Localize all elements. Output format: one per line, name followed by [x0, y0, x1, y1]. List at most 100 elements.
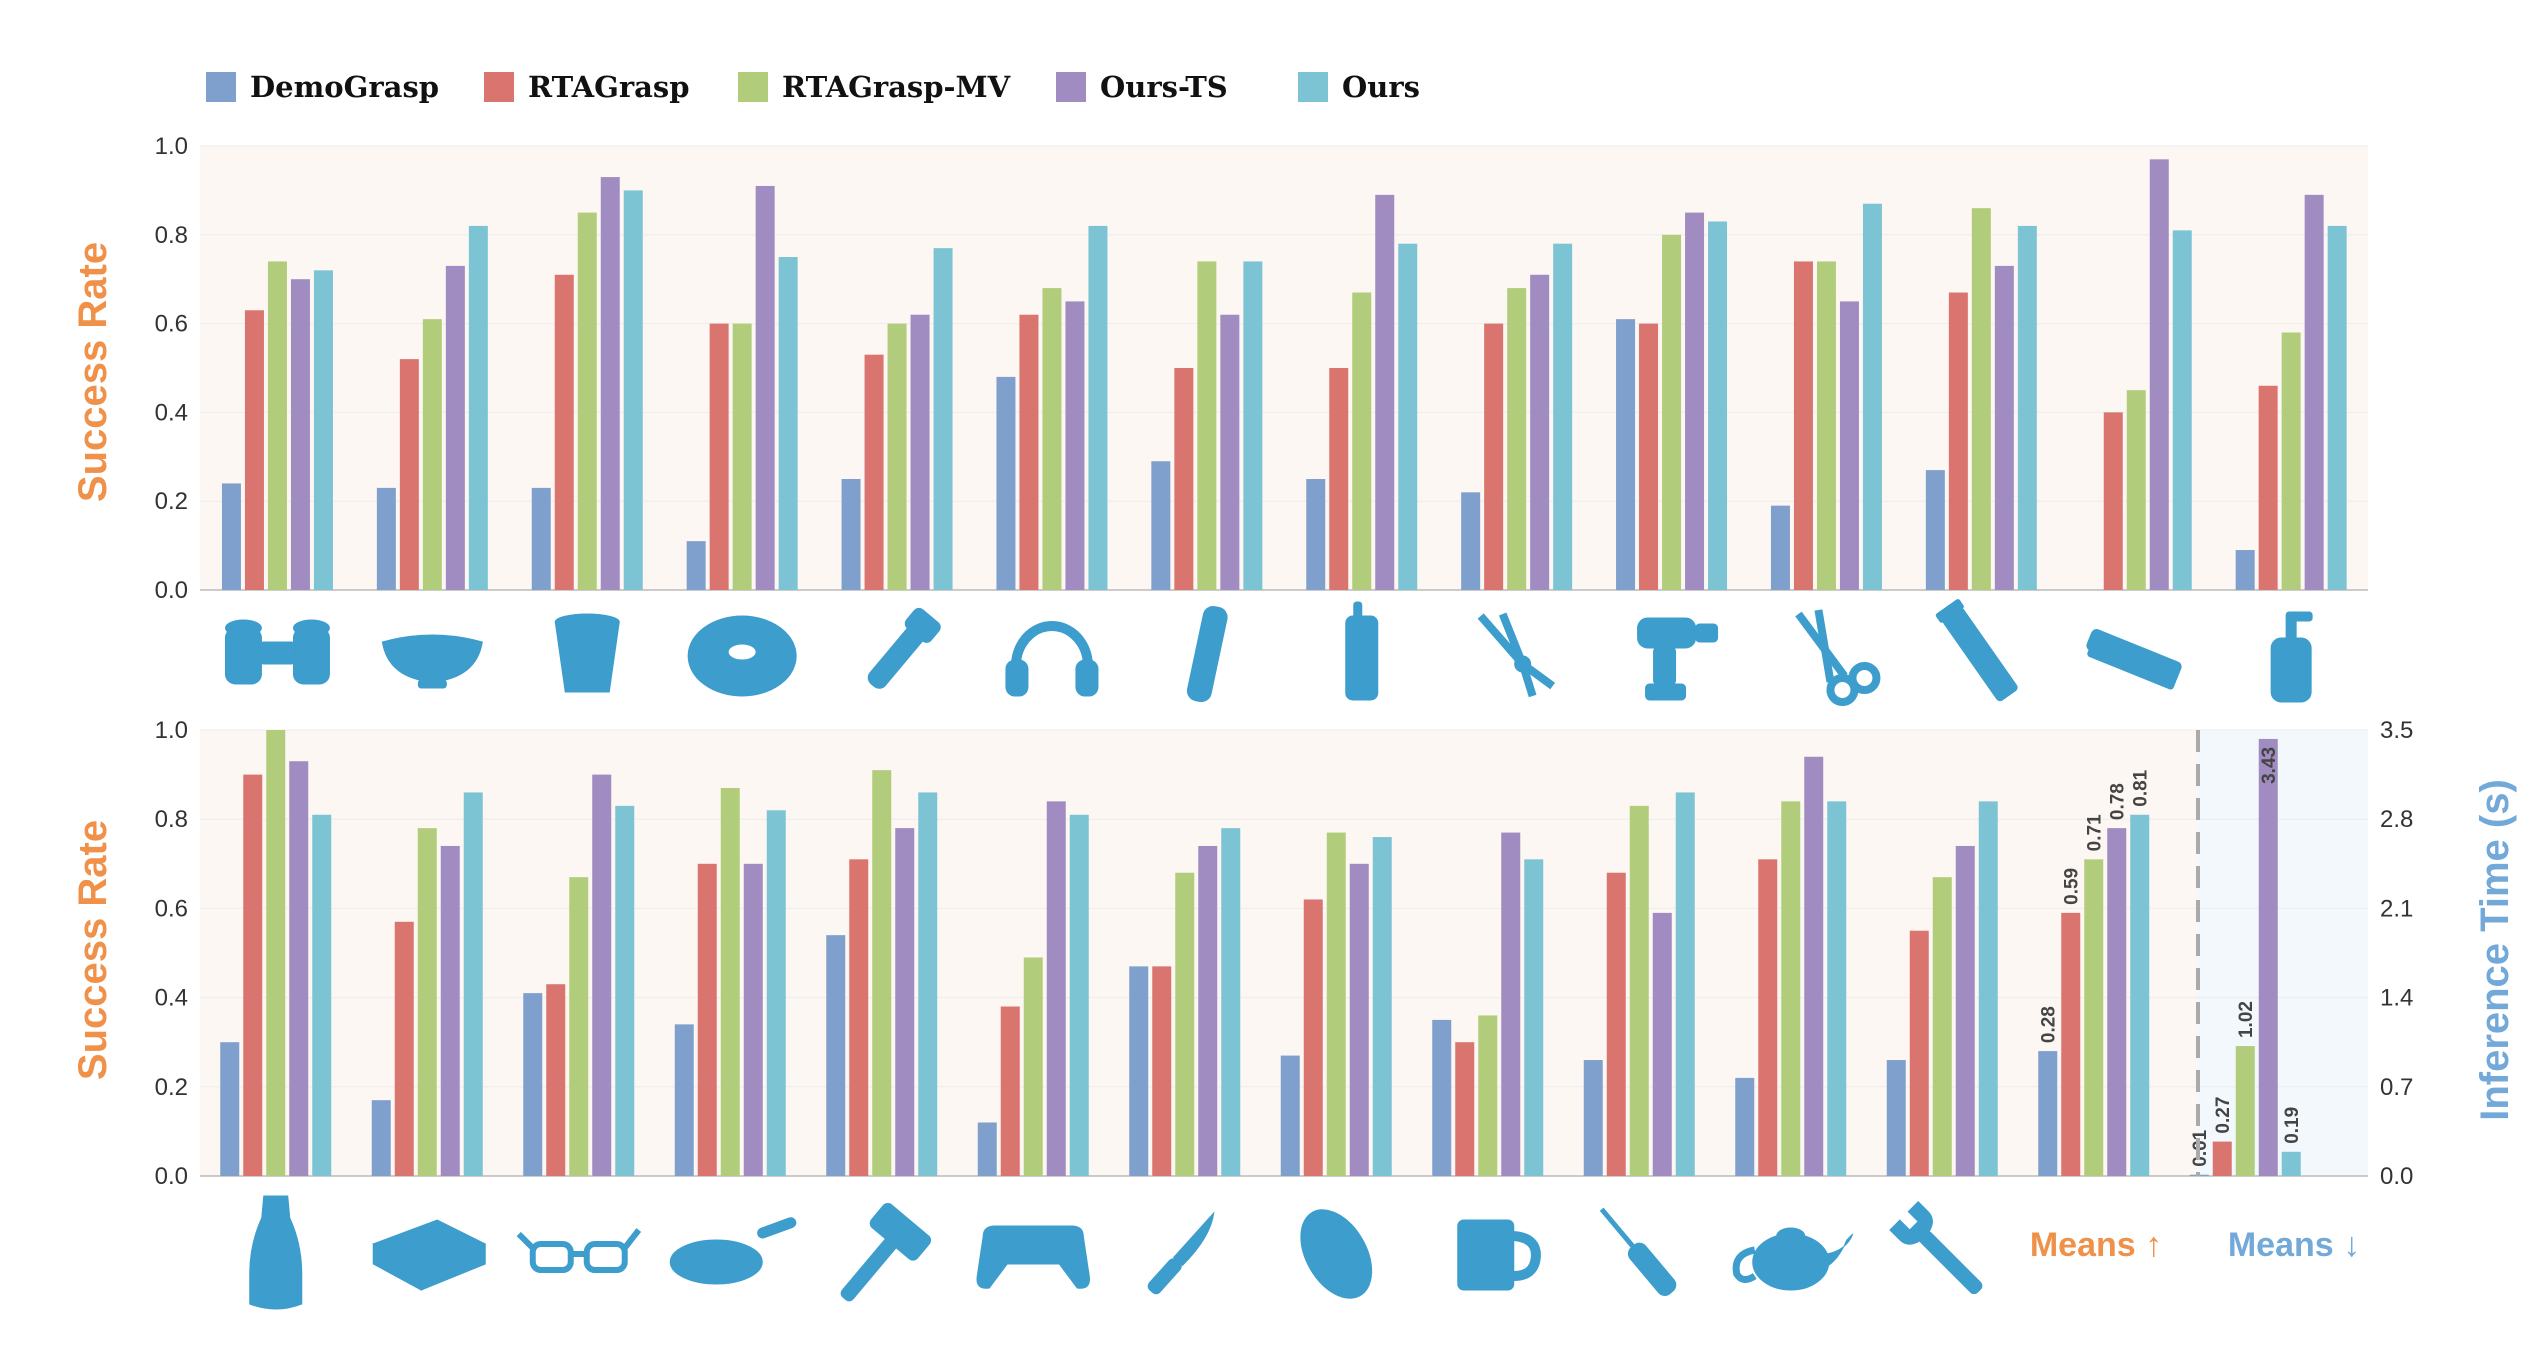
bar-rtagrasp-mv: [720, 787, 740, 1176]
bar-data-label: 1.02: [2236, 1001, 2257, 1038]
bar-ours: [1862, 203, 1882, 590]
object-icon-lotion-tube: [1185, 604, 1230, 704]
means-time-label: Means ↓: [2228, 1226, 2360, 1264]
bar-data-label: 0.59: [2062, 868, 2083, 905]
bar-ours: [1221, 828, 1241, 1176]
bar-rtagrasp: [1329, 368, 1349, 590]
bar-rtagrasp-mv: [2084, 859, 2104, 1176]
bar-ours-ts: [2107, 828, 2127, 1176]
y-tick-label: 0.4: [155, 985, 188, 1012]
object-icon-camera: [372, 1219, 486, 1291]
legend-swatch-rtagrasp: [484, 72, 514, 102]
bar-ours-ts: [1994, 265, 2014, 590]
object-icon-scissors: [1798, 610, 1876, 702]
bar-rtagrasp: [244, 310, 264, 590]
bar-ours-ts: [1065, 301, 1085, 590]
bar-ours: [2172, 230, 2192, 591]
object-icon-toothpaste: [1934, 598, 2021, 704]
legend: DemoGrasp RTAGrasp RTAGrasp-MV Ours-TS Ours: [206, 70, 1420, 104]
bar-rtagrasp: [1152, 966, 1172, 1176]
bar-ours: [2130, 814, 2150, 1176]
bar-rtagrasp-mv: [417, 828, 437, 1176]
bar-ours-ts: [445, 265, 465, 590]
bar-demograsp: [1886, 1060, 1906, 1176]
bar-rtagrasp: [1606, 872, 1626, 1176]
object-icon-glasses: [519, 1230, 639, 1270]
bar-ours-ts: [755, 185, 775, 590]
bar-rtagrasp: [243, 774, 263, 1176]
bar-rtagrasp: [2258, 385, 2278, 590]
bar-ours-ts: [895, 828, 915, 1176]
bar-ours: [312, 814, 332, 1176]
bar-ours: [2281, 1151, 2301, 1176]
legend-label-ours: Ours: [1342, 70, 1420, 104]
bar-ours: [1243, 261, 1263, 590]
bar-rtagrasp-mv: [1175, 872, 1195, 1176]
bar-rtagrasp: [1758, 859, 1778, 1176]
bar-ours: [1524, 859, 1544, 1176]
object-icon-knife: [1145, 1211, 1224, 1297]
y-tick-label: 1.0: [155, 133, 188, 160]
legend-swatch-rtagrasp-mv: [738, 72, 768, 102]
bar-ours-ts: [2258, 738, 2278, 1176]
bar-ours: [778, 257, 798, 590]
y-tick-label: 1.0: [155, 717, 188, 744]
bar-rtagrasp: [394, 921, 414, 1176]
legend-swatch-demograsp: [206, 72, 236, 102]
bar-rtagrasp: [1948, 292, 1968, 590]
bar-demograsp: [826, 935, 846, 1176]
object-icon-bowl: [381, 634, 483, 689]
bar-ours-ts: [1652, 912, 1672, 1176]
object-icon-pliers: [1481, 614, 1553, 696]
object-icon-drill: [1637, 617, 1719, 701]
bottom-right-y-axis-label: Inference Time (s): [2473, 779, 2517, 1121]
object-icon-binoculars: [224, 619, 330, 685]
bar-rtagrasp: [1909, 930, 1929, 1176]
y2-tick-label: 1.4: [2380, 985, 2413, 1012]
bar-ours: [2017, 225, 2037, 591]
bar-rtagrasp: [849, 859, 869, 1176]
bar-ours: [2327, 225, 2347, 591]
bar-ours-ts: [1375, 194, 1395, 590]
bar-ours: [463, 792, 483, 1176]
bar-demograsp: [686, 541, 706, 590]
bar-demograsp: [674, 1024, 694, 1176]
bar-demograsp: [523, 993, 543, 1176]
object-icon-hammer: [820, 1200, 934, 1319]
bar-data-label: 0.01: [2190, 1129, 2211, 1166]
top-y-axis-label: Success Rate: [71, 242, 115, 502]
bar-rtagrasp-mv: [1816, 261, 1836, 590]
object-icon-screwdriver: [1593, 1202, 1680, 1300]
bar-demograsp: [2235, 550, 2255, 590]
bar-demograsp: [1129, 966, 1149, 1176]
means-time-region: [2198, 730, 2368, 1176]
bar-rtagrasp: [2061, 912, 2081, 1176]
bar-rtagrasp: [2103, 412, 2123, 590]
bar-rtagrasp: [1455, 1042, 1475, 1176]
bar-data-label: 0.19: [2282, 1107, 2303, 1144]
bar-ours-ts: [1220, 314, 1240, 590]
bar-rtagrasp-mv: [2126, 390, 2146, 590]
bar-ours-ts: [592, 774, 612, 1176]
object-icon-flashlight: [859, 605, 944, 696]
legend-swatch-ours: [1298, 72, 1328, 102]
y2-tick-label: 0.0: [2380, 1163, 2413, 1190]
object-icon-mouse: [1285, 1196, 1387, 1312]
bar-ours-ts: [1804, 756, 1824, 1176]
bar-rtagrasp-mv: [1352, 292, 1372, 590]
bar-rtagrasp: [864, 354, 884, 590]
bar-ours-ts: [1046, 801, 1066, 1176]
bar-demograsp: [977, 1122, 997, 1176]
y-tick-label: 0.2: [155, 488, 188, 515]
bar-ours: [1398, 243, 1418, 590]
y-tick-label: 0.6: [155, 895, 188, 922]
y-tick-label: 0.0: [155, 1163, 188, 1190]
bar-rtagrasp-mv: [569, 877, 589, 1176]
bar-ours: [1069, 814, 1089, 1176]
bar-demograsp: [1280, 1055, 1300, 1176]
bar-ours-ts: [1501, 832, 1521, 1176]
object-icon-stapler: [2082, 627, 2184, 691]
bar-demograsp: [996, 376, 1016, 590]
bar-demograsp: [2038, 1051, 2058, 1176]
bar-ours: [766, 810, 786, 1176]
